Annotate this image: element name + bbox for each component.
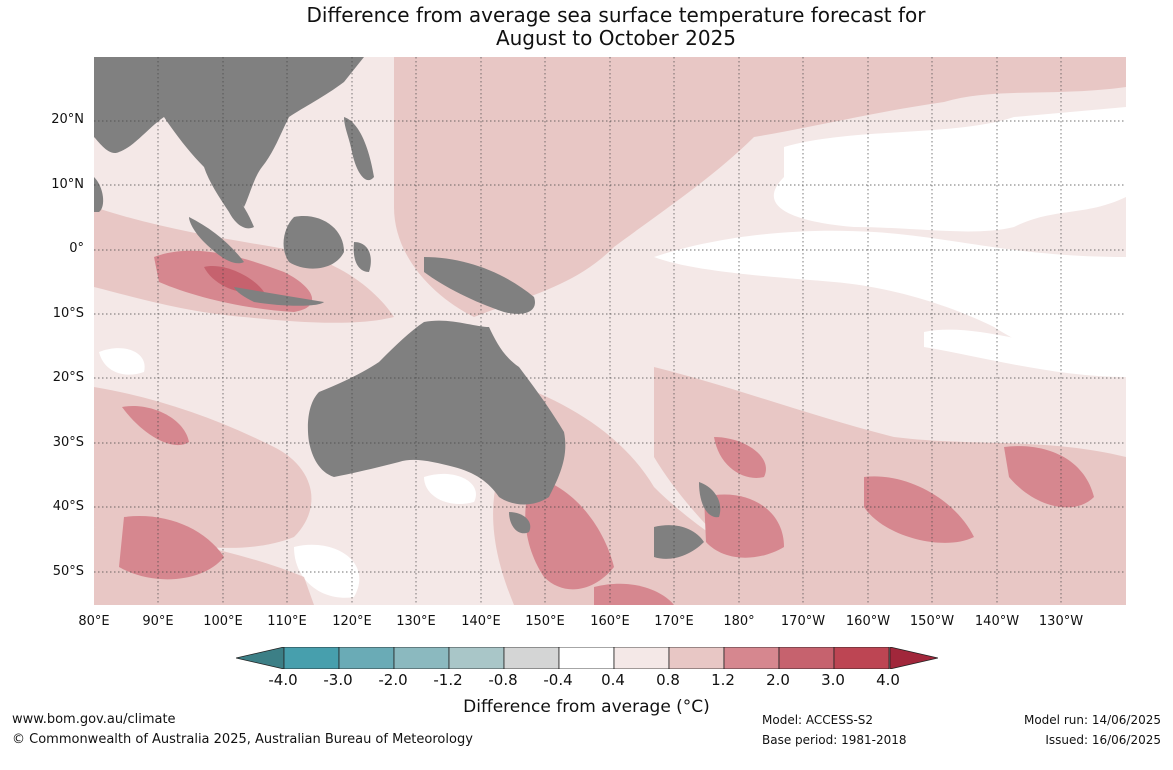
java-sea-strong-region <box>204 266 264 294</box>
colorbar-tick: -0.8 <box>488 671 518 689</box>
east-tasman-region <box>525 477 614 590</box>
lon-label-160w: 160°W <box>845 614 891 629</box>
colorbar-tick: -3.0 <box>323 671 353 689</box>
colorbar-bin <box>723 647 780 669</box>
near-average-regions <box>99 107 1126 598</box>
indian-ocean-spot <box>122 406 189 446</box>
colorbar-bin <box>833 647 890 669</box>
indochina <box>204 167 254 229</box>
lat-label-40s: 40°S <box>52 499 84 514</box>
philippines <box>344 117 374 181</box>
borneo <box>283 216 344 269</box>
java <box>234 287 324 306</box>
colorbar <box>236 647 938 669</box>
colorbar-high-extend <box>889 647 938 669</box>
lon-label-170w: 170°W <box>780 614 826 629</box>
colorbar-tick: 0.4 <box>601 671 625 689</box>
far-south-white-patch <box>294 544 360 598</box>
equatorial-pacific-white-region <box>654 230 1126 360</box>
lon-label-170e: 170°E <box>654 614 694 629</box>
colorbar-bins <box>283 647 890 669</box>
lat-label-50s: 50°S <box>52 564 84 579</box>
colorbar-tick: -1.2 <box>433 671 463 689</box>
model-run-text: Model run: 14/06/2025 <box>1023 713 1161 727</box>
issued-text: Issued: 16/06/2025 <box>1045 733 1161 747</box>
colorbar-bin <box>668 647 725 669</box>
title-line-2: August to October 2025 <box>495 26 737 50</box>
model-text: Model: ACCESS-S2 <box>762 713 874 727</box>
colorbar-bin <box>338 647 395 669</box>
lon-label-180: 180° <box>723 614 755 629</box>
colorbar-low-extend <box>236 647 285 669</box>
lat-label-10n: 10°N <box>51 177 84 192</box>
colorbar-bin <box>613 647 670 669</box>
colorbar-tick: -0.4 <box>543 671 573 689</box>
lon-label-150e: 150°E <box>525 614 565 629</box>
lat-label-20s: 20°S <box>52 370 84 385</box>
lon-label-80e: 80°E <box>78 614 110 629</box>
indian-ocean-white-patch <box>99 348 145 375</box>
south-pacific-region-2 <box>1004 446 1094 508</box>
central-south-pacific-region <box>714 437 766 478</box>
tasmania <box>509 512 531 534</box>
land-masses <box>94 57 721 559</box>
colorbar-bin <box>558 647 615 669</box>
colorbar-title: Difference from average (°C) <box>463 697 710 717</box>
colorbar-tick: -2.0 <box>378 671 408 689</box>
lon-label-140e: 140°E <box>461 614 501 629</box>
graticule <box>94 57 1126 605</box>
new-zealand-south <box>654 525 704 559</box>
base-period-text: Base period: 1981-2018 <box>762 733 907 747</box>
colorbar-bin <box>503 647 560 669</box>
south-white-patch <box>424 473 476 505</box>
new-zealand-east-region <box>704 494 784 558</box>
australia <box>307 320 566 505</box>
central-pacific-white-region <box>773 107 1126 232</box>
title-line-1: Difference from average sea surface temp… <box>306 3 926 27</box>
lon-label-90e: 90°E <box>142 614 174 629</box>
lon-label-150w: 150°W <box>909 614 955 629</box>
sumatra <box>189 217 244 264</box>
sst-anomaly-map <box>94 57 1126 605</box>
lat-label-10s: 10°S <box>52 306 84 321</box>
lon-label-100e: 100°E <box>203 614 243 629</box>
lon-label-160e: 160°E <box>590 614 630 629</box>
new-zealand-north <box>699 482 721 518</box>
lat-label-30s: 30°S <box>52 435 84 450</box>
southeast-pacific-white-region <box>924 329 1126 377</box>
lon-label-120e: 120°E <box>332 614 372 629</box>
asia-mainland <box>94 57 364 207</box>
colorbar-tick: 1.2 <box>711 671 735 689</box>
lon-label-130e: 130°E <box>396 614 436 629</box>
southern-band-region <box>594 583 674 605</box>
map-canvas <box>94 57 1126 605</box>
website-text: www.bom.gov.au/climate <box>12 712 176 727</box>
new-guinea <box>424 257 535 314</box>
colorbar-tick: 4.0 <box>876 671 900 689</box>
west-pacific-warm-region <box>394 57 1126 317</box>
strong-warm-regions <box>119 250 1094 605</box>
colorbar-bin <box>448 647 505 669</box>
lon-label-140w: 140°W <box>974 614 1020 629</box>
very-strong-warm-regions <box>204 266 264 294</box>
chart-title: Difference from average sea surface temp… <box>0 4 1173 50</box>
colorbar-tick: -4.0 <box>268 671 298 689</box>
colorbar-bin <box>283 647 340 669</box>
lon-label-110e: 110°E <box>267 614 307 629</box>
india-tip <box>94 177 104 212</box>
lon-label-130w: 130°W <box>1038 614 1084 629</box>
colorbar-tick: 0.8 <box>656 671 680 689</box>
lat-label-20n: 20°N <box>51 112 84 127</box>
lat-label-0: 0° <box>69 241 84 256</box>
colorbar-tick: 3.0 <box>821 671 845 689</box>
colorbar-bin <box>393 647 450 669</box>
sulawesi <box>353 242 371 272</box>
colorbar-tick: 2.0 <box>766 671 790 689</box>
colorbar-bin <box>778 647 835 669</box>
south-pacific-region-1 <box>864 476 974 543</box>
southwest-indian-region <box>119 516 224 580</box>
copyright-text: © Commonwealth of Australia 2025, Austra… <box>12 732 473 747</box>
